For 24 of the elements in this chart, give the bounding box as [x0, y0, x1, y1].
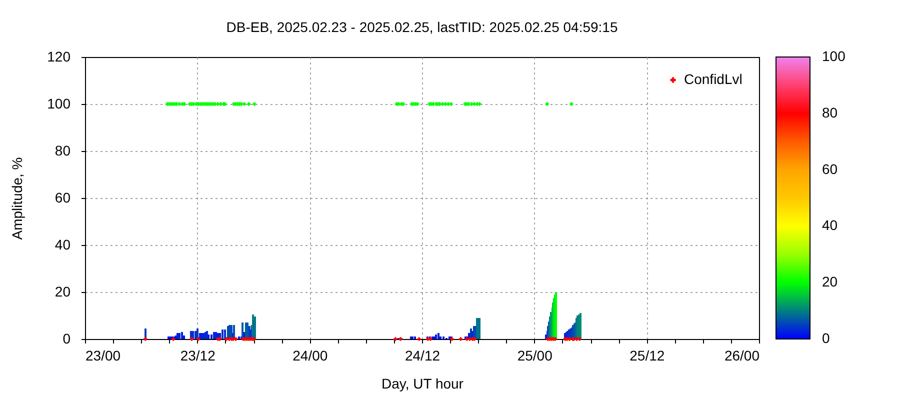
- x-tick-label: 23/00: [86, 348, 121, 364]
- x-tick-label: 24/00: [292, 348, 328, 364]
- y-tick-label: 20: [54, 284, 71, 300]
- color-bar-label: 60: [822, 160, 838, 177]
- x-tick-label: 25/00: [517, 348, 553, 364]
- y-tick-label: 80: [54, 142, 71, 158]
- chart-title: DB-EB, 2025.02.23 - 2025.02.25, lastTID: 2025.02.25 04:59:15: [226, 19, 618, 35]
- y-axis-title: Amplitude, %: [9, 157, 26, 240]
- y-tick-label: 40: [54, 236, 71, 252]
- color-bar-label: 80: [822, 104, 838, 120]
- color-bar-label: 0: [822, 330, 830, 346]
- x-axis-title: Day, UT hour: [382, 376, 464, 392]
- color-bar-label: 100: [822, 48, 846, 64]
- y-tick-label: 100: [47, 96, 71, 112]
- x-tick-label: 26/00: [724, 348, 760, 364]
- legend-label: ConfidLvl: [684, 71, 742, 87]
- y-tick-label: 60: [54, 190, 71, 206]
- color-bar-label: 40: [822, 217, 838, 234]
- color-bar-label: 20: [822, 274, 838, 290]
- y-tick-label: 0: [62, 330, 71, 346]
- y-tick-label: 120: [47, 48, 71, 64]
- x-tick-label: 24/12: [404, 348, 440, 364]
- x-tick-label: 25/12: [630, 348, 665, 364]
- x-tick-label: 23/12: [180, 348, 216, 364]
